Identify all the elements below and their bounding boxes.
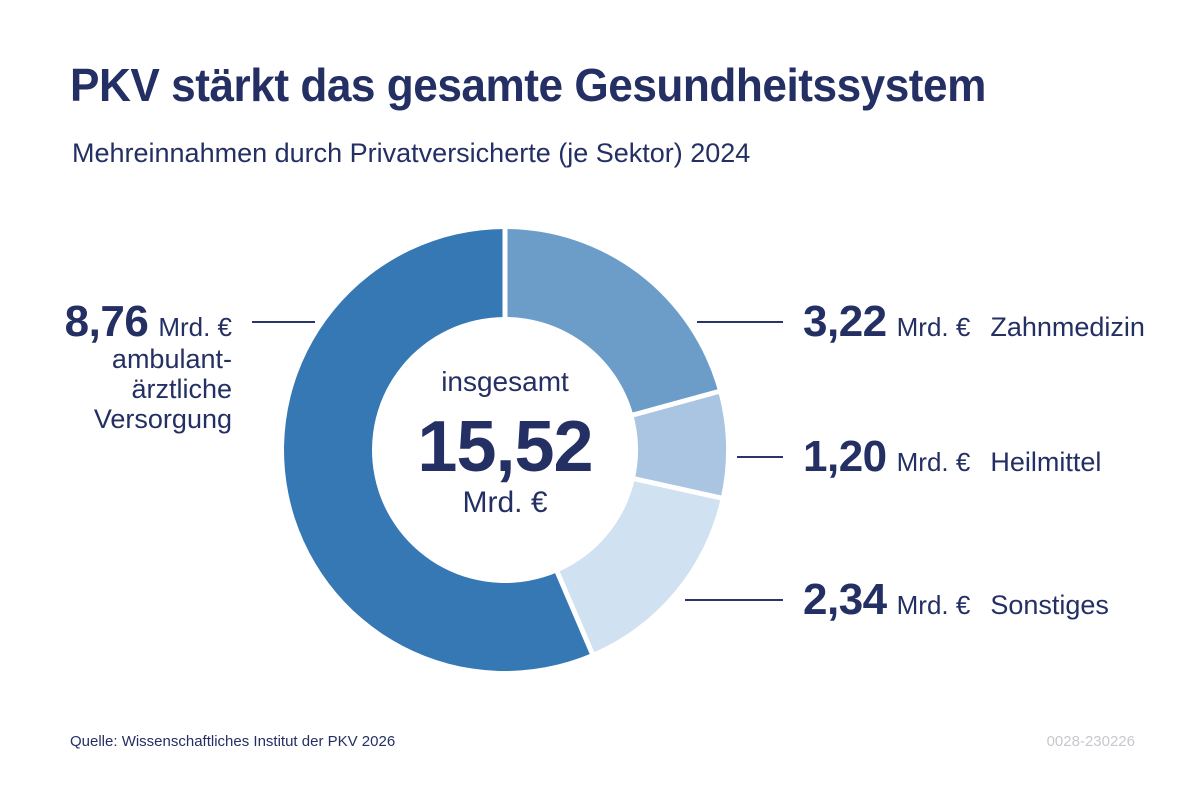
value-heilmittel: 1,20 bbox=[803, 432, 887, 481]
document-code: 0028-230226 bbox=[1046, 733, 1135, 750]
segment-separator bbox=[627, 474, 724, 501]
unit-sonstiges: Mrd. € bbox=[896, 590, 971, 620]
donut-center-label: insgesamt 15,52 Mrd. € bbox=[365, 365, 645, 521]
leader-line-zahnmedizin bbox=[697, 321, 783, 323]
donut-chart bbox=[284, 228, 727, 671]
label-ambulant-name: ambulant- ärztliche Versorgung bbox=[65, 344, 232, 434]
source-note: Quelle: Wissenschaftliches Institut der … bbox=[70, 733, 396, 750]
donut-segment-ambulant bbox=[284, 229, 593, 671]
unit-zahnmedizin: Mrd. € bbox=[896, 312, 971, 342]
label-ambulant-line2: ärztliche bbox=[131, 374, 232, 404]
value-sonstiges: 2,34 bbox=[803, 575, 887, 624]
segment-separator bbox=[625, 388, 721, 420]
center-total-value: 15,52 bbox=[417, 407, 593, 487]
label-sonstiges: 2,34 Mrd. € Sonstiges bbox=[803, 578, 1109, 622]
leader-line-ambulant bbox=[252, 321, 315, 323]
name-heilmittel: Heilmittel bbox=[990, 447, 1102, 477]
label-ambulant-value-row: 8,76 Mrd. € bbox=[65, 300, 232, 344]
label-heilmittel: 1,20 Mrd. € Heilmittel bbox=[803, 435, 1101, 479]
name-sonstiges: Sonstiges bbox=[990, 590, 1109, 620]
leader-line-sonstiges bbox=[685, 599, 783, 601]
donut-segment-heilmittel bbox=[633, 391, 727, 498]
label-ambulant-line1: ambulant- bbox=[111, 344, 232, 374]
unit-ambulant: Mrd. € bbox=[158, 312, 232, 342]
center-total-label: insgesamt bbox=[441, 366, 569, 397]
unit-heilmittel: Mrd. € bbox=[896, 447, 971, 477]
donut-segment-sonstiges bbox=[557, 478, 721, 654]
segment-separator bbox=[552, 564, 596, 656]
name-zahnmedizin: Zahnmedizin bbox=[990, 312, 1145, 342]
center-total-unit: Mrd. € bbox=[462, 486, 548, 519]
page-title: PKV stärkt das gesamte Gesundheitssystem bbox=[70, 59, 986, 111]
donut-segment-zahnmedizin bbox=[505, 229, 719, 415]
page-subtitle: Mehreinnahmen durch Privatversicherte (j… bbox=[72, 138, 751, 168]
leader-line-heilmittel bbox=[737, 456, 783, 458]
value-zahnmedizin: 3,22 bbox=[803, 297, 887, 346]
value-ambulant: 8,76 bbox=[64, 297, 149, 346]
label-zahnmedizin: 3,22 Mrd. € Zahnmedizin bbox=[803, 300, 1145, 344]
label-ambulant: 8,76 Mrd. € ambulant- ärztliche Versorgu… bbox=[65, 300, 232, 435]
label-ambulant-line3: Versorgung bbox=[93, 404, 232, 434]
